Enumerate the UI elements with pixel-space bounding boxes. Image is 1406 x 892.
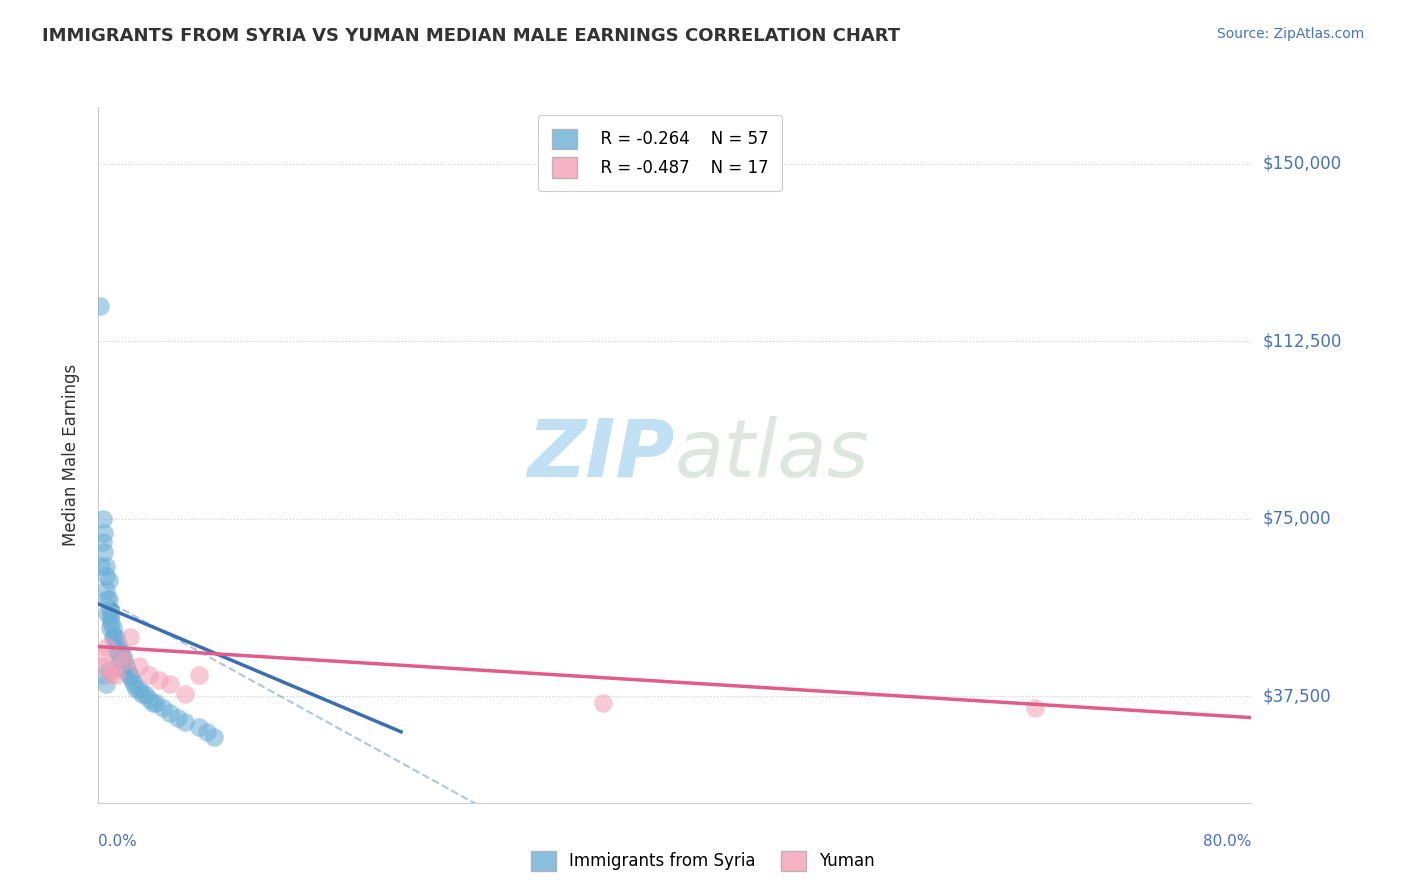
Point xyxy=(174,715,197,730)
Point xyxy=(98,601,121,615)
Point xyxy=(96,640,118,654)
Text: atlas: atlas xyxy=(675,416,870,494)
Text: 0.0%: 0.0% xyxy=(98,834,138,849)
Point xyxy=(108,644,131,658)
Point xyxy=(128,658,150,673)
Point xyxy=(94,568,117,582)
Point xyxy=(98,611,121,625)
Point xyxy=(98,621,121,635)
Point xyxy=(138,668,160,682)
Point xyxy=(111,649,134,664)
Point xyxy=(90,649,112,664)
Point xyxy=(118,668,141,682)
Point xyxy=(195,724,218,739)
Point xyxy=(89,299,111,313)
Point xyxy=(117,663,138,677)
Point xyxy=(111,658,134,673)
Point xyxy=(101,630,124,644)
Legend: Immigrants from Syria, Yuman: Immigrants from Syria, Yuman xyxy=(523,842,883,880)
Y-axis label: Median Male Earnings: Median Male Earnings xyxy=(62,364,80,546)
Point xyxy=(592,697,614,711)
Point xyxy=(104,668,127,682)
Point xyxy=(107,640,129,654)
Point xyxy=(128,682,150,697)
Point xyxy=(108,654,131,668)
Point xyxy=(131,687,153,701)
Point xyxy=(108,649,131,664)
Point xyxy=(91,512,114,526)
Point xyxy=(91,535,114,549)
Point xyxy=(159,677,181,691)
Point xyxy=(152,701,174,715)
Point xyxy=(93,526,115,541)
Point xyxy=(90,559,112,574)
Point xyxy=(101,621,124,635)
Point xyxy=(114,658,136,673)
Point xyxy=(103,630,125,644)
Point xyxy=(125,682,148,697)
Point xyxy=(188,668,211,682)
Point xyxy=(112,663,135,677)
Point xyxy=(94,559,117,574)
Point xyxy=(148,673,170,687)
Text: $150,000: $150,000 xyxy=(1263,155,1341,173)
Point xyxy=(93,545,115,559)
Point xyxy=(97,663,120,677)
Point xyxy=(110,649,132,664)
Text: 80.0%: 80.0% xyxy=(1204,834,1251,849)
Point xyxy=(138,691,160,706)
Point xyxy=(166,710,188,724)
Point xyxy=(100,607,122,621)
Point xyxy=(112,654,135,668)
Point xyxy=(104,640,127,654)
Point xyxy=(91,668,114,682)
Text: IMMIGRANTS FROM SYRIA VS YUMAN MEDIAN MALE EARNINGS CORRELATION CHART: IMMIGRANTS FROM SYRIA VS YUMAN MEDIAN MA… xyxy=(42,27,900,45)
Point xyxy=(1024,701,1046,715)
Text: $75,000: $75,000 xyxy=(1263,510,1331,528)
Point xyxy=(93,658,115,673)
Text: Source: ZipAtlas.com: Source: ZipAtlas.com xyxy=(1216,27,1364,41)
Point xyxy=(121,673,143,687)
Point xyxy=(124,677,146,691)
Point xyxy=(96,592,118,607)
Point xyxy=(97,592,120,607)
Point xyxy=(94,582,117,597)
Point xyxy=(98,668,121,682)
Point xyxy=(105,635,128,649)
Point xyxy=(107,649,129,664)
Text: $37,500: $37,500 xyxy=(1263,688,1331,706)
Point xyxy=(94,677,117,691)
Point xyxy=(174,687,197,701)
Point xyxy=(101,663,124,677)
Point xyxy=(104,630,127,644)
Point xyxy=(112,654,135,668)
Point xyxy=(96,607,118,621)
Point xyxy=(159,706,181,720)
Legend:   R = -0.264    N = 57,   R = -0.487    N = 17: R = -0.264 N = 57, R = -0.487 N = 17 xyxy=(538,115,782,191)
Point xyxy=(134,687,156,701)
Point xyxy=(145,697,167,711)
Point xyxy=(100,615,122,630)
Point xyxy=(188,720,211,734)
Point xyxy=(202,730,225,744)
Point xyxy=(105,644,128,658)
Point xyxy=(142,697,165,711)
Point xyxy=(120,630,142,644)
Point xyxy=(97,574,120,588)
Text: $112,500: $112,500 xyxy=(1263,333,1341,351)
Text: ZIP: ZIP xyxy=(527,416,675,494)
Point xyxy=(120,668,142,682)
